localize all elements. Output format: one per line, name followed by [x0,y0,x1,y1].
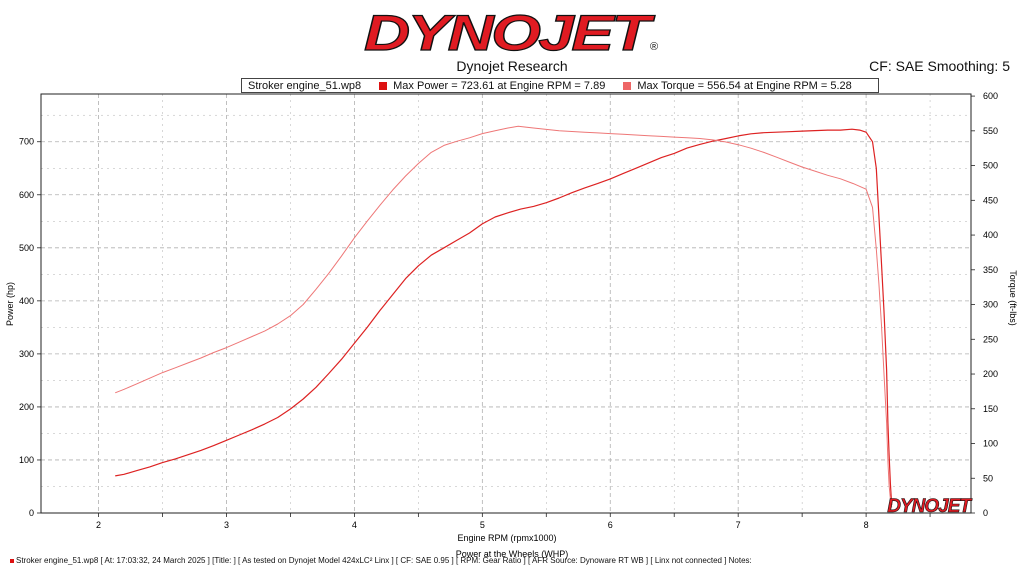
torque-series-line [115,125,893,508]
y-right-tick-label: 150 [983,404,998,414]
x-tick-label: 8 [864,520,869,530]
y-right-tick-label: 50 [983,473,993,483]
x-tick-label: 6 [608,520,613,530]
y-left-tick-label: 400 [19,296,34,306]
y-left-tick-label: 300 [19,349,34,359]
footer-text: Stroker engine_51.wp8 [ At: 17:03:32, 24… [16,556,752,565]
footer-run-marker [10,558,14,563]
plot-frame [40,93,972,514]
chart-subtitle: Dynojet Research [456,58,568,74]
power-series-line [115,128,893,506]
y-right-tick-label: 350 [983,265,998,275]
logo-text: DYNOJET [364,6,656,56]
y-right-tick-label: 0 [983,508,988,518]
x-tick-label: 3 [224,520,229,530]
legend-torque-label: Max Torque = 556.54 at Engine RPM = 5.28 [637,79,852,92]
y-right-tick-label: 250 [983,334,998,344]
legend-torque-swatch [623,81,632,90]
y-right-tick-label: 300 [983,300,998,310]
legend-power-label: Max Power = 723.61 at Engine RPM = 7.89 [393,79,606,92]
y-right-tick-label: 200 [983,369,998,379]
cf-smoothing-label: CF: SAE Smoothing: 5 [869,58,1010,74]
y-right-tick-label: 600 [983,91,998,101]
y-right-tick-label: 550 [983,126,998,136]
legend-run-name: Stroker engine_51.wp8 [248,79,362,92]
y-left-tick-label: 100 [19,455,34,465]
dynojet-logo: DYNOJET ® [363,6,658,56]
series-layer [115,125,893,508]
y-right-tick-label: 500 [983,161,998,171]
legend-item-power: Max Power = 723.61 at Engine RPM = 7.89 [379,80,605,92]
legend-item-torque: Max Torque = 556.54 at Engine RPM = 5.28 [623,79,852,92]
y-axis-left-label: Power (hp) [5,282,15,326]
y-left-tick-label: 200 [19,402,34,412]
x-tick-label: 2 [96,520,101,530]
registered-mark: ® [650,41,658,53]
axes-layer: 2 3 4 5 6 7 8 0 100 200 300 400 500 600 700 0 50 100 150 20… [19,91,998,530]
run-info-footer: Stroker engine_51.wp8 [ At: 17:03:32, 24… [10,556,752,565]
legend-power-swatch [379,81,388,90]
y-left-tick-label: 0 [29,508,34,518]
x-axis-caption: Power at the Wheels (WHP) [456,549,569,559]
x-tick-label: 4 [352,520,357,530]
chart-legend: Stroker engine_51.wp8 Max Power = 723.61… [241,78,879,93]
y-left-tick-label: 700 [19,137,34,147]
grid-layer [41,94,971,514]
x-tick-label: 7 [736,520,741,530]
dynojet-watermark: DYNOJET [887,496,972,517]
y-axis-right-label: Torque (ft-lbs) [1008,270,1018,326]
y-left-tick-label: 600 [19,190,34,200]
y-right-tick-label: 450 [983,195,998,205]
x-tick-label: 5 [480,520,485,530]
y-right-tick-label: 400 [983,230,998,240]
x-axis-label: Engine RPM (rpmx1000) [457,533,556,543]
y-right-tick-label: 100 [983,439,998,449]
y-left-tick-label: 500 [19,243,34,253]
